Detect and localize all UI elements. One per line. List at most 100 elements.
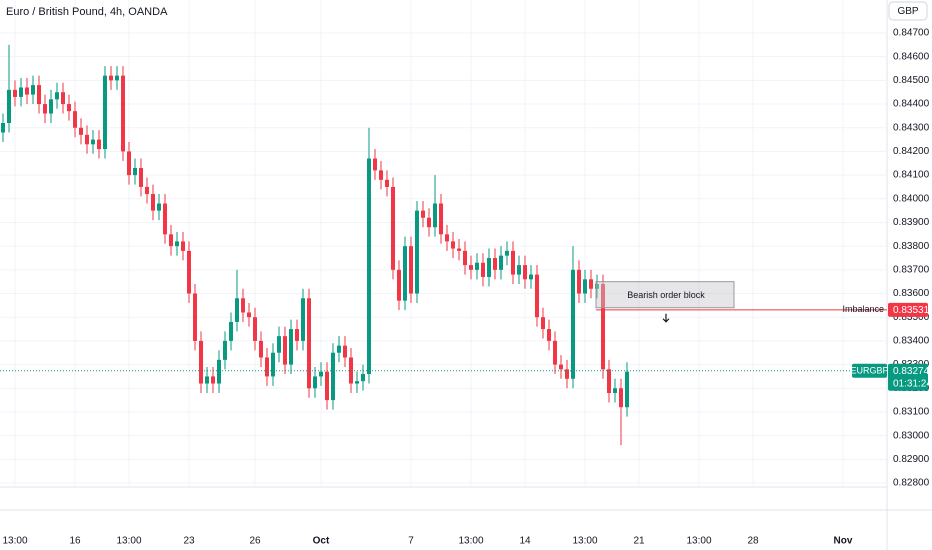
candles	[1, 44, 629, 446]
candle-body	[307, 298, 311, 389]
candle-body	[385, 179, 389, 187]
arrow	[662, 313, 670, 323]
y-tick-label: 0.83900	[893, 217, 930, 228]
candle-body	[79, 127, 83, 135]
candle-body	[145, 186, 149, 195]
candle-body	[49, 99, 53, 114]
candle-body	[181, 241, 185, 251]
candle-body	[397, 269, 401, 301]
y-tick-label: 0.84000	[893, 193, 930, 204]
candle-body	[451, 241, 455, 249]
candle-body	[199, 340, 203, 384]
candle-body	[61, 92, 65, 105]
candle-body	[247, 312, 251, 318]
candle-body	[571, 269, 575, 379]
candle-body	[439, 203, 443, 235]
y-tick-label: 0.84700	[893, 28, 930, 39]
y-tick-label: 0.84400	[893, 99, 930, 110]
candle-body	[553, 340, 557, 365]
candle-body	[487, 258, 491, 277]
candle-body	[457, 248, 461, 251]
y-tick-label: 0.83600	[893, 288, 930, 299]
candle-body	[463, 250, 467, 266]
candle-body	[67, 104, 71, 112]
candle-body	[31, 85, 35, 95]
candle-body	[127, 151, 131, 176]
candle-body	[217, 359, 221, 384]
candle-body	[565, 369, 569, 379]
candle-body	[625, 371, 629, 408]
candle-body	[55, 92, 59, 100]
x-tick-label: 13:00	[116, 536, 141, 547]
candle-body	[205, 376, 209, 384]
candle-body	[517, 265, 521, 275]
y-tick-label: 0.83000	[893, 430, 930, 441]
candle-body	[409, 246, 413, 294]
candle-body	[367, 158, 371, 375]
candle-body	[559, 364, 563, 370]
order-block-label: Bearish order block	[627, 290, 705, 300]
x-tick-label: 14	[519, 536, 531, 547]
x-tick-label: Nov	[834, 536, 853, 547]
currency-button[interactable]	[888, 1, 928, 21]
candle-body	[595, 284, 599, 289]
x-tick-label: 26	[249, 536, 261, 547]
candle-body	[289, 329, 293, 365]
x-tick-label: 13:00	[686, 536, 711, 547]
candle-body	[85, 134, 89, 145]
candle-body	[475, 262, 479, 270]
candle-body	[583, 279, 587, 294]
y-tick-label: 0.83800	[893, 241, 930, 252]
candle-body	[151, 194, 155, 211]
candle-body	[331, 352, 335, 401]
candle-body	[73, 111, 77, 128]
candle-body	[469, 265, 473, 270]
candle-body	[229, 321, 233, 341]
candle-body	[499, 255, 503, 270]
candle-body	[523, 265, 527, 280]
candle-body	[607, 369, 611, 393]
candle-body	[25, 87, 29, 95]
candle-body	[295, 329, 299, 341]
x-tick-label: Oct	[313, 536, 330, 547]
candle-body	[427, 217, 431, 228]
x-tick-label: 23	[183, 536, 195, 547]
x-tick-label: 28	[747, 536, 759, 547]
x-tick-label: 13:00	[572, 536, 597, 547]
y-tick-label: 0.84100	[893, 170, 930, 181]
symbol-badge	[852, 363, 887, 378]
candle-body	[313, 376, 317, 389]
candle-body	[319, 371, 323, 377]
candle-body	[271, 352, 275, 377]
candle-body	[445, 234, 449, 242]
price-value: 0.83274	[893, 366, 930, 377]
candle-body	[601, 284, 605, 370]
candle-body	[379, 170, 383, 180]
candle-body	[103, 75, 107, 150]
y-tick-label: 0.84200	[893, 146, 930, 157]
currency-label[interactable]: GBP	[897, 6, 918, 17]
candle-body	[493, 258, 497, 270]
candle-body	[169, 234, 173, 247]
price-badge	[888, 363, 928, 391]
imbalance-label: Imbalance	[842, 304, 884, 314]
candle-body	[115, 75, 119, 81]
candle-body	[175, 241, 179, 247]
candle-body	[265, 357, 269, 377]
candle-body	[13, 89, 17, 97]
x-tick-label: 16	[69, 536, 81, 547]
candle-body	[91, 139, 95, 145]
candle-body	[481, 262, 485, 277]
candle-body	[43, 104, 47, 114]
symbol-label: EURGBP	[850, 366, 888, 376]
y-tick-label: 0.84300	[893, 122, 930, 133]
order-block	[595, 281, 735, 309]
candle-body	[1, 123, 5, 133]
candle-body	[259, 340, 263, 358]
overlays: Bearish order block Imbalance 0.83531 EURGB…	[0, 281, 932, 391]
candle-body	[355, 381, 359, 384]
candle-body	[283, 336, 287, 365]
candle-body	[235, 298, 239, 322]
candle-body	[433, 203, 437, 228]
